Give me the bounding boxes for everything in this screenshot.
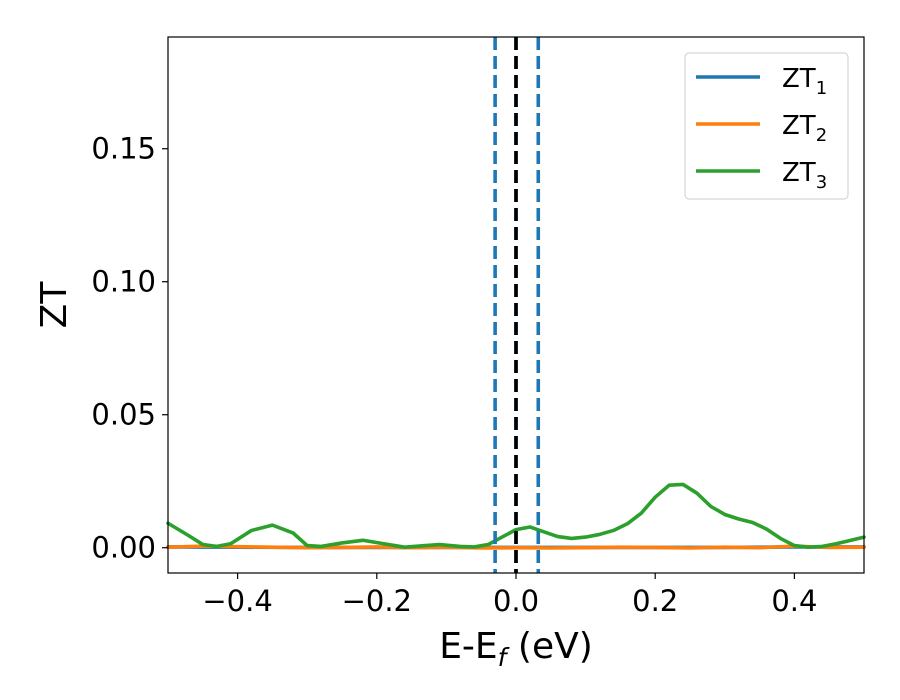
x-tick-label: 0.0: [493, 584, 539, 618]
x-axis-label-main: E-E: [439, 626, 497, 667]
series-line-zt3: [166, 482, 866, 550]
x-tick-label: −0.4: [202, 584, 272, 618]
legend-label-zt1: ZT1: [782, 64, 827, 99]
vertical-markers: [493, 37, 541, 573]
legend: ZT1 ZT2 ZT3: [684, 52, 849, 200]
y-tick-label: 0.00: [91, 531, 156, 565]
x-tick-label: 0.4: [771, 584, 817, 618]
series-line-zt2: [166, 544, 866, 550]
legend-label-zt2: ZT2: [782, 111, 827, 146]
x-axis-label-unit: (eV): [506, 626, 592, 667]
y-axis-label: ZT: [34, 281, 75, 329]
legend-box: [684, 52, 849, 200]
y-tick-label: 0.10: [91, 265, 156, 299]
y-tick-label: 0.15: [91, 132, 156, 166]
x-tick-label: −0.2: [342, 584, 412, 618]
x-axis-ticks: −0.4 −0.2 0.0 0.2 0.4: [202, 573, 817, 618]
y-axis-ticks: 0.00 0.05 0.10 0.15: [91, 132, 168, 565]
legend-label-zt3: ZT3: [782, 158, 827, 193]
x-tick-label: 0.2: [632, 584, 678, 618]
y-tick-label: 0.05: [91, 398, 156, 432]
x-axis-label: E-Ef (eV): [439, 626, 593, 672]
plot-lines: [166, 482, 866, 550]
